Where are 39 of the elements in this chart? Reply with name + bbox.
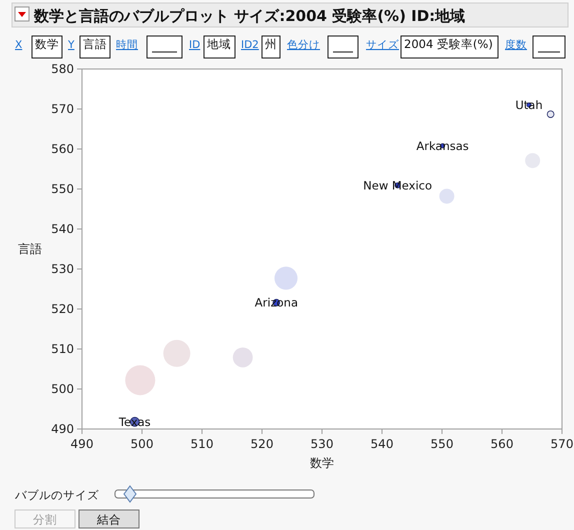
x-tick-label: 550 [430, 437, 454, 451]
text: 分割 [33, 512, 57, 526]
x-tick-label: 500 [130, 437, 154, 451]
x-tick-label: 560 [490, 437, 514, 451]
text: サイズ [366, 39, 400, 51]
x-tick-label: 520 [250, 437, 274, 451]
x-tick-label: 530 [310, 437, 334, 451]
text: ID [189, 39, 200, 51]
x-axis-title: 数学 [310, 456, 334, 470]
annotation: Utah [515, 98, 543, 112]
y-tick-label: 520 [51, 302, 74, 316]
text: X [15, 39, 22, 51]
y-tick-label: 500 [51, 382, 74, 396]
chart-title: 数学と言語のバブルプロット サイズ:2004 受験率(%) ID:地域 [33, 7, 466, 25]
x-tick-label: 490 [70, 437, 94, 451]
x-tick-label: 510 [190, 437, 214, 451]
y-tick-label: 560 [51, 142, 74, 156]
x-tick-label: 570 [550, 437, 574, 451]
text: バブルのサイズ [14, 488, 100, 502]
text: 州 [265, 37, 277, 51]
y-tick-label: 550 [51, 182, 74, 196]
y-tick-label: 490 [51, 422, 74, 436]
y-tick-label: 510 [51, 342, 74, 356]
text: 地域 [206, 37, 231, 51]
text: 2004 受験率(%) [404, 37, 493, 51]
y-tick-label: 540 [51, 222, 74, 236]
text: 時間 [116, 38, 138, 51]
text: ID2 [241, 39, 259, 51]
y-tick-label: 530 [51, 262, 74, 276]
y-tick-label: 570 [51, 102, 74, 116]
text: 度数 [505, 38, 527, 51]
text: 結合 [96, 512, 121, 526]
text: 言語 [83, 37, 107, 51]
text: Y [67, 39, 75, 51]
x-tick-label: 540 [370, 437, 394, 451]
text: 色分け [287, 39, 320, 51]
y-tick-label: 580 [51, 62, 74, 76]
y-axis-title: 言語 [18, 242, 42, 256]
text: 数学 [35, 37, 59, 51]
